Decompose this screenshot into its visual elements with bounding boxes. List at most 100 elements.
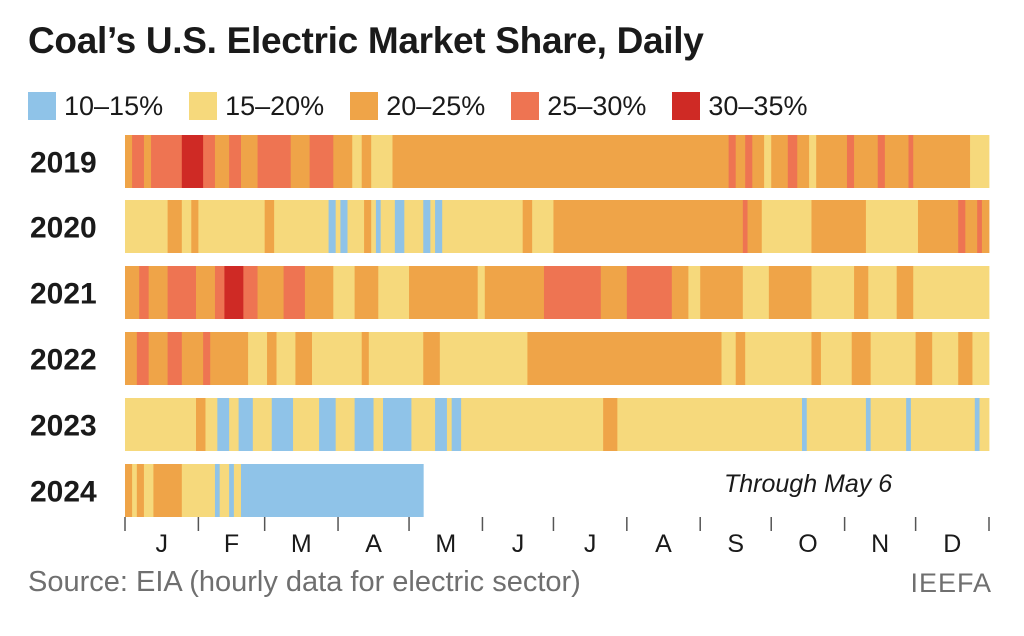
month-label: M — [291, 530, 312, 558]
day-segment — [742, 266, 770, 319]
day-segment — [806, 398, 867, 451]
day-segment — [721, 332, 737, 385]
day-segment — [371, 135, 393, 188]
year-row-2022 — [125, 332, 990, 385]
day-segment — [364, 200, 372, 253]
day-segment — [865, 200, 919, 253]
day-segment — [908, 135, 914, 188]
day-segment — [809, 135, 817, 188]
day-segment — [264, 200, 275, 253]
day-segment — [224, 266, 244, 319]
day-segment — [851, 332, 872, 385]
day-segment — [735, 135, 746, 188]
year-row-2020 — [125, 200, 990, 253]
legend-swatch — [28, 92, 56, 120]
day-segment — [354, 266, 379, 319]
day-segment — [846, 135, 855, 188]
day-segment — [771, 135, 789, 188]
day-segment — [125, 135, 133, 188]
day-segment — [196, 398, 206, 451]
day-segment — [252, 398, 273, 451]
legend-swatch — [672, 92, 701, 120]
day-segment — [411, 398, 436, 451]
month-label: N — [871, 530, 889, 558]
day-segment — [811, 332, 822, 385]
month-label: O — [798, 530, 817, 558]
day-segment — [340, 200, 348, 253]
day-segment — [671, 266, 689, 319]
legend-label: 15–20% — [225, 90, 325, 121]
day-segment — [333, 135, 353, 188]
day-segment — [787, 135, 798, 188]
day-segment — [276, 332, 296, 385]
day-segment — [484, 266, 545, 319]
day-segment — [361, 332, 370, 385]
day-segment — [865, 398, 872, 451]
day-segment — [293, 398, 320, 451]
day-segment — [972, 332, 990, 385]
day-segment — [309, 135, 334, 188]
legend-label: 10–15% — [64, 90, 164, 121]
day-segment — [461, 398, 604, 451]
day-segment — [958, 332, 973, 385]
day-segment — [243, 266, 258, 319]
day-segment — [205, 398, 218, 451]
day-segment — [522, 200, 533, 253]
day-segment — [532, 200, 554, 253]
day-segment — [404, 200, 424, 253]
day-segment — [854, 135, 879, 188]
day-segment — [442, 200, 524, 253]
day-segment — [248, 332, 268, 385]
day-segment — [132, 135, 145, 188]
day-segment — [383, 398, 412, 451]
day-segment — [802, 398, 808, 451]
legend-item: 30–35% — [672, 91, 807, 122]
legend-item: 25–30% — [511, 91, 646, 122]
day-segment — [752, 135, 765, 188]
day-segment — [371, 200, 377, 253]
day-segment — [811, 266, 855, 319]
day-segment — [896, 266, 914, 319]
year-label: 2019 — [30, 147, 97, 180]
day-segment — [527, 332, 722, 385]
day-segment — [125, 332, 138, 385]
day-segment — [451, 398, 462, 451]
day-segment — [868, 266, 898, 319]
day-segment — [910, 398, 976, 451]
day-segment — [274, 200, 329, 253]
legend-label: 25–30% — [547, 90, 647, 121]
month-label: J — [512, 530, 525, 558]
day-segment — [811, 200, 867, 253]
day-segment — [375, 200, 382, 253]
day-segment — [248, 464, 424, 517]
day-segment — [446, 398, 453, 451]
day-segment — [423, 200, 431, 253]
day-segment — [617, 398, 803, 451]
day-segment — [347, 200, 365, 253]
legend-item: 10–15% — [28, 91, 163, 122]
day-segment — [543, 266, 602, 319]
day-segment — [167, 266, 197, 319]
day-segment — [233, 464, 242, 517]
day-segment — [977, 200, 983, 253]
month-label: J — [584, 530, 597, 558]
day-segment — [335, 200, 341, 253]
year-row-2021 — [125, 266, 990, 319]
day-segment — [970, 135, 990, 188]
year-row-2019 — [125, 135, 990, 188]
day-segment — [136, 332, 150, 385]
day-segment — [394, 200, 405, 253]
day-segment — [214, 464, 221, 517]
day-segment — [870, 398, 907, 451]
day-segment — [958, 200, 966, 253]
day-segment — [271, 398, 294, 451]
day-segment — [768, 266, 812, 319]
day-segment — [742, 200, 748, 253]
day-segment — [217, 398, 230, 451]
legend-label: 30–35% — [708, 90, 808, 121]
day-segment — [153, 464, 183, 517]
legend-swatch — [511, 92, 540, 120]
year-row-2024 — [125, 464, 424, 517]
day-segment — [373, 398, 384, 451]
